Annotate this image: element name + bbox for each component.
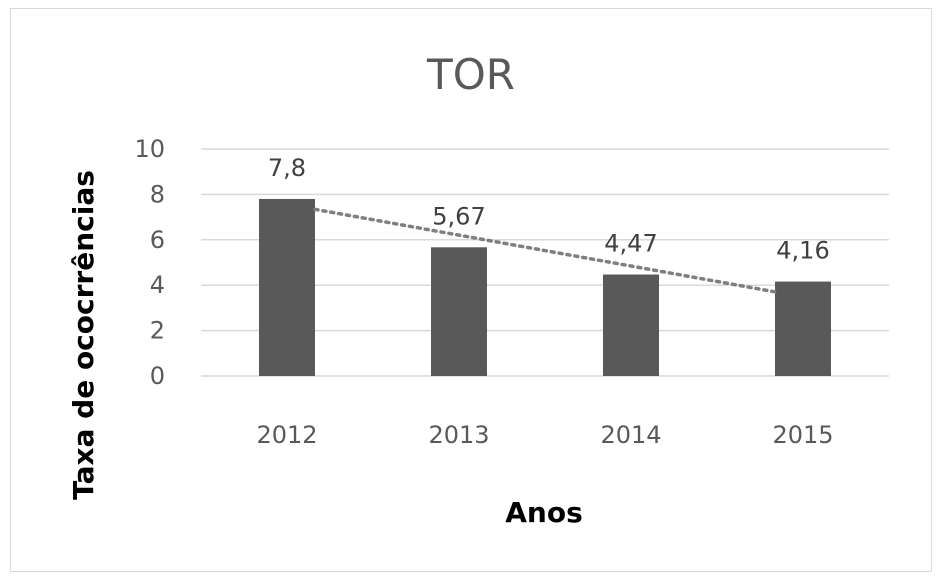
trendline-group [313,207,777,294]
y-axis-title: Taxa de ococrrências [67,170,100,500]
data-label-2013: 5,67 [432,202,485,230]
data-label-2014: 4,47 [604,230,657,258]
y-tick-label: 0 [150,362,165,390]
bars [259,198,831,376]
chart: TOR 0 2 4 6 8 10 7,8 5,67 4,47 4,16 2012 2013 2014… [67,50,889,529]
y-tick-label: 6 [150,226,165,254]
bar-2014 [603,274,659,376]
x-tick-label: 2013 [428,421,489,449]
data-labels: 7,8 5,67 4,47 4,16 [268,154,830,265]
y-tick-label: 8 [150,180,165,208]
y-tick-label: 10 [134,135,165,163]
trendline [313,207,777,294]
chart-title: TOR [426,50,515,99]
chart-frame: TOR 0 2 4 6 8 10 7,8 5,67 4,47 4,16 2012 2013 2014… [10,8,932,572]
x-tick-label: 2015 [772,421,833,449]
x-axis-title: Anos [505,496,583,529]
x-tick-label: 2014 [600,421,661,449]
bar-2012 [259,198,315,376]
x-tick-label: 2012 [256,421,317,449]
y-tick-label: 2 [150,317,165,345]
gridlines [201,148,889,377]
y-axis-ticks: 0 2 4 6 8 10 [134,135,165,390]
x-axis-ticks: 2012 2013 2014 2015 [256,421,833,449]
bar-2015 [775,281,831,376]
data-label-2012: 7,8 [268,154,306,182]
data-label-2015: 4,16 [776,237,829,265]
bar-2013 [431,247,487,376]
y-tick-label: 4 [150,271,165,299]
